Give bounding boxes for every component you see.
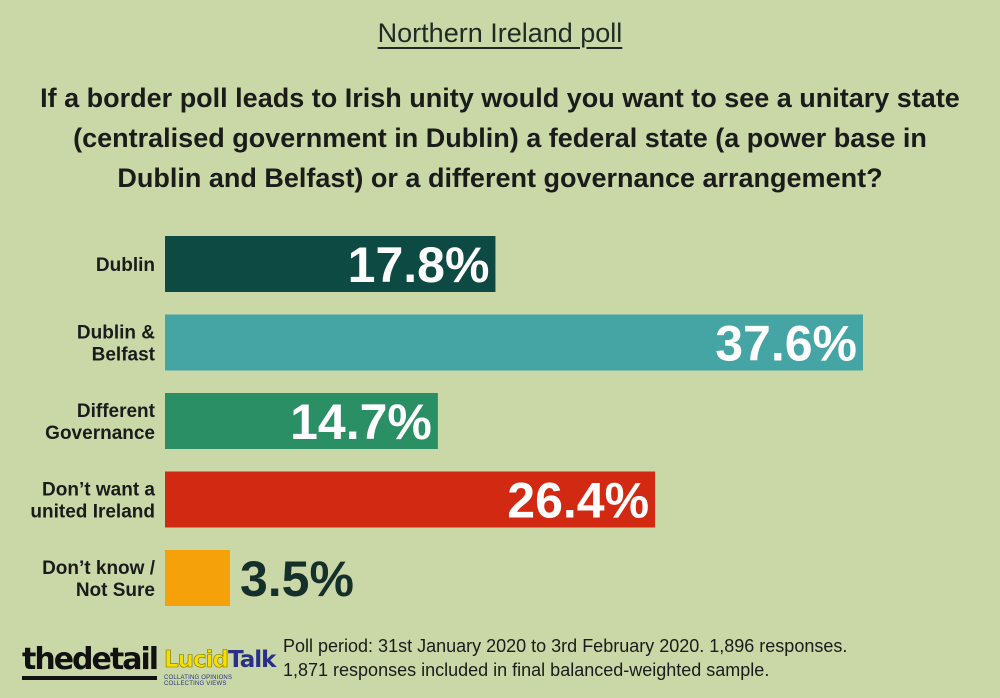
footnote-line-2: 1,871 responses included in final balanc… xyxy=(283,660,770,680)
value-label-2: 14.7% xyxy=(290,394,432,450)
footnote-line-1: Poll period: 31st January 2020 to 3rd Fe… xyxy=(283,636,848,656)
bar-3 xyxy=(165,471,656,528)
bar-4 xyxy=(165,550,230,606)
logos: thedetail LucidTalk COLLATING OPINIONS C… xyxy=(22,642,277,690)
value-label-3: 26.4% xyxy=(507,473,649,529)
lucidtalk-logo: LucidTalk xyxy=(164,646,277,674)
bar-1 xyxy=(165,314,863,371)
lucidtalk-tagline: COLLATING OPINIONS COLLECTING VIEWS xyxy=(164,675,233,687)
chart-title: If a border poll leads to Irish unity wo… xyxy=(40,83,960,193)
chart-kicker: Northern Ireland poll xyxy=(0,18,1000,49)
lucidtalk-logo-part1: Lucid xyxy=(164,647,230,674)
bar-2 xyxy=(165,393,438,449)
category-label-1: Dublin & Belfast xyxy=(77,323,156,366)
category-label-0: Dublin xyxy=(96,255,155,276)
footnote: Poll period: 31st January 2020 to 3rd Fe… xyxy=(283,634,983,682)
kicker-text: Northern Ireland poll xyxy=(377,18,623,48)
category-label-2: Different Governance xyxy=(45,401,155,444)
category-label-3: Don’t want a united Ireland xyxy=(30,480,155,523)
thedetail-logo: thedetail xyxy=(22,644,159,680)
value-label-1: 37.6% xyxy=(715,316,857,372)
value-label-0: 17.8% xyxy=(348,237,490,293)
category-label-4: Don’t know / Not Sure xyxy=(42,558,156,601)
value-label-4: 3.5% xyxy=(240,551,354,607)
bar-0 xyxy=(165,236,496,292)
lucidtalk-logo-part2: Talk xyxy=(228,647,276,673)
